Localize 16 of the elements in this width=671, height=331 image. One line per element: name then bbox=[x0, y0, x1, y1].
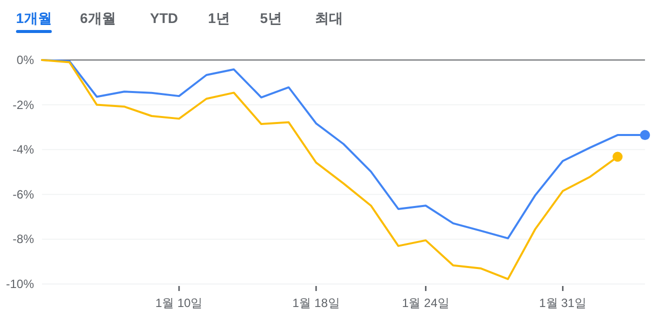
y-tick-label: 0% bbox=[16, 53, 34, 67]
y-tick-label: -8% bbox=[12, 232, 34, 246]
text: YTD bbox=[150, 10, 178, 26]
x-tick-label: 1월 24일 bbox=[402, 296, 450, 310]
y-tick-label: -6% bbox=[12, 187, 34, 202]
y-tick-label: -4% bbox=[12, 142, 34, 157]
text: 6개월 bbox=[80, 10, 116, 26]
x-tick-label: 1월 31일 bbox=[539, 296, 586, 310]
text: 1개월 bbox=[16, 10, 52, 26]
y-tick-label: -10% bbox=[6, 277, 34, 291]
text: 5년 bbox=[260, 10, 282, 26]
text: 1년 bbox=[208, 10, 230, 26]
x-tick-label: 1월 18일 bbox=[292, 296, 340, 310]
text: 최대 bbox=[315, 10, 343, 26]
y-tick-label: -2% bbox=[12, 98, 34, 112]
x-tick-label: 1월 10일 bbox=[155, 296, 203, 310]
